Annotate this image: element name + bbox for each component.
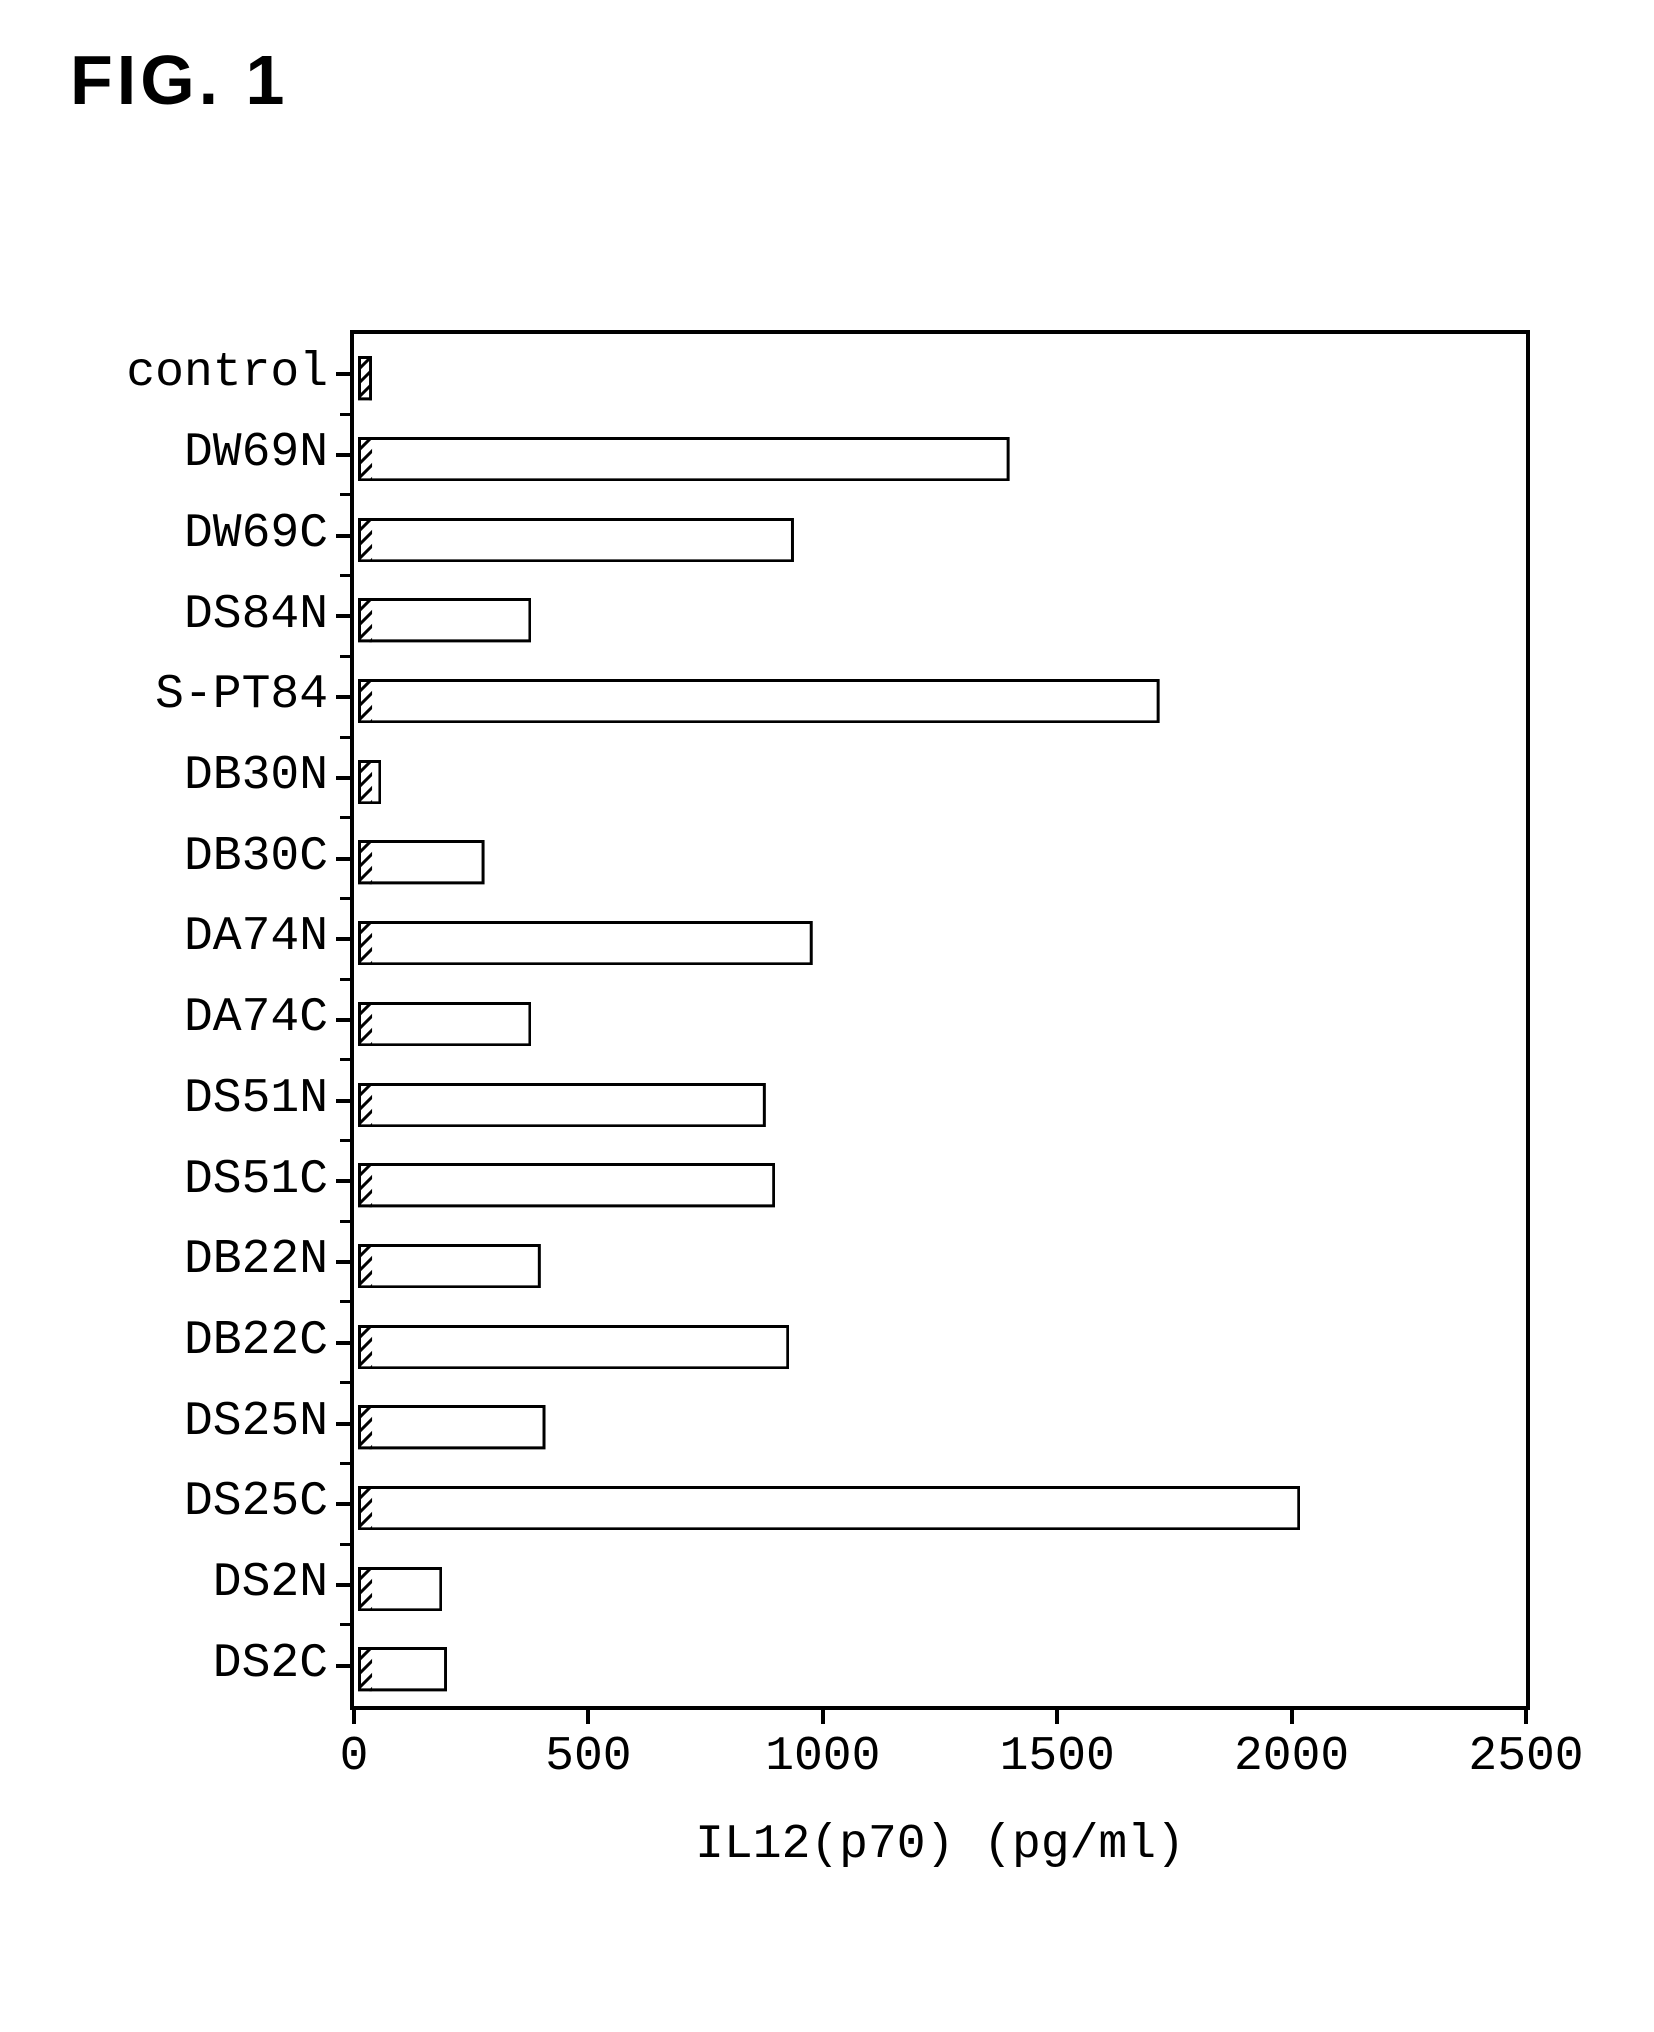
y-tick [336, 1099, 350, 1103]
y-tick-minor [340, 1058, 350, 1061]
y-axis-category-label: DB22C [28, 1314, 328, 1368]
x-tick [352, 1710, 356, 1724]
y-tick-minor [340, 1300, 350, 1303]
y-tick-minor [340, 1462, 350, 1465]
y-tick-minor [340, 978, 350, 981]
y-axis-category-label: DS51C [28, 1153, 328, 1207]
y-axis-category-label: DS25C [28, 1475, 328, 1529]
y-tick-minor [340, 736, 350, 739]
y-tick [336, 1179, 350, 1183]
y-tick [336, 1422, 350, 1426]
bar [358, 1486, 1300, 1530]
chart-container: control DW69N DW69C DS84N S-PT84 DB30N DB30C DA… [0, 0, 1654, 2032]
y-axis-category-label: DA74N [28, 910, 328, 964]
y-tick [336, 937, 350, 941]
bar [358, 1083, 766, 1127]
y-axis-category-label: DS25N [28, 1395, 328, 1449]
bar [358, 1567, 442, 1611]
y-tick [336, 1260, 350, 1264]
bar [358, 1325, 789, 1369]
y-tick [336, 453, 350, 457]
bar [358, 518, 794, 562]
bar [358, 1647, 447, 1691]
bar [358, 921, 813, 965]
y-axis-category-label: S-PT84 [28, 668, 328, 722]
y-tick [336, 1018, 350, 1022]
bar [358, 598, 531, 642]
y-tick [336, 1341, 350, 1345]
x-tick-label: 0 [274, 1730, 434, 1784]
x-tick-label: 1500 [977, 1730, 1137, 1784]
y-tick [336, 1502, 350, 1506]
y-axis-category-label: control [28, 346, 328, 400]
y-axis-category-label: DB30N [28, 749, 328, 803]
x-tick [821, 1710, 825, 1724]
y-tick [336, 614, 350, 618]
y-tick-minor [340, 1220, 350, 1223]
y-tick-minor [340, 574, 350, 577]
x-tick [1055, 1710, 1059, 1724]
y-axis-category-label: DB22N [28, 1233, 328, 1287]
y-tick [336, 857, 350, 861]
x-tick-label: 1000 [743, 1730, 903, 1784]
y-tick-minor [340, 655, 350, 658]
y-axis-category-label: DB30C [28, 830, 328, 884]
y-tick-minor [340, 413, 350, 416]
bar [358, 437, 1010, 481]
y-tick [336, 372, 350, 376]
bar [358, 1405, 546, 1449]
y-tick-minor [340, 897, 350, 900]
y-tick [336, 776, 350, 780]
x-tick [586, 1710, 590, 1724]
y-axis-category-label: DA74C [28, 991, 328, 1045]
y-axis-category-label: DS2N [28, 1556, 328, 1610]
plot-area [350, 330, 1530, 1710]
x-tick-label: 2500 [1446, 1730, 1606, 1784]
y-tick-minor [340, 816, 350, 819]
bar [358, 356, 372, 400]
y-axis-category-label: DS51N [28, 1072, 328, 1126]
y-tick-minor [340, 1543, 350, 1546]
y-axis-category-label: DW69N [28, 426, 328, 480]
x-axis-label: IL12(p70) (pg/ml) [350, 1818, 1530, 1872]
bar [358, 1163, 775, 1207]
x-tick-label: 500 [508, 1730, 668, 1784]
bar [358, 1002, 531, 1046]
y-tick-minor [340, 1381, 350, 1384]
y-tick-minor [340, 1139, 350, 1142]
y-tick [336, 695, 350, 699]
y-axis-category-label: DS84N [28, 588, 328, 642]
y-axis-category-label: DS2C [28, 1637, 328, 1691]
y-tick [336, 1583, 350, 1587]
x-tick [1290, 1710, 1294, 1724]
x-tick-label: 2000 [1212, 1730, 1372, 1784]
bar [358, 840, 485, 884]
y-tick [336, 1664, 350, 1668]
y-axis-category-label: DW69C [28, 507, 328, 561]
y-tick [336, 534, 350, 538]
bar [358, 760, 381, 804]
x-tick [1524, 1710, 1528, 1724]
y-tick-minor [340, 1623, 350, 1626]
y-tick-minor [340, 493, 350, 496]
bar [358, 1244, 541, 1288]
bar [358, 679, 1160, 723]
